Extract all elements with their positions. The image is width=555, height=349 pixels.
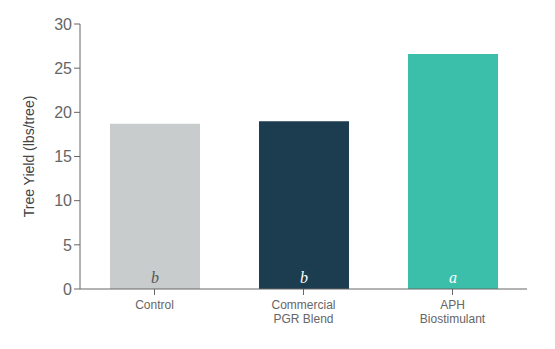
svg-text:Control: Control xyxy=(135,298,174,312)
svg-text:APHBiostimulant: APHBiostimulant xyxy=(420,298,486,326)
svg-text:Tree Yield (lbs/tree): Tree Yield (lbs/tree) xyxy=(21,96,37,218)
svg-text:20: 20 xyxy=(54,104,72,121)
svg-text:15: 15 xyxy=(54,148,72,165)
svg-text:b: b xyxy=(151,269,159,286)
svg-text:5: 5 xyxy=(63,237,72,254)
svg-text:25: 25 xyxy=(54,60,72,77)
svg-text:10: 10 xyxy=(54,192,72,209)
svg-text:CommercialPGR Blend: CommercialPGR Blend xyxy=(271,298,335,326)
svg-text:b: b xyxy=(300,269,308,286)
svg-text:0: 0 xyxy=(63,281,72,298)
svg-text:30: 30 xyxy=(54,16,72,33)
svg-text:a: a xyxy=(449,269,457,286)
